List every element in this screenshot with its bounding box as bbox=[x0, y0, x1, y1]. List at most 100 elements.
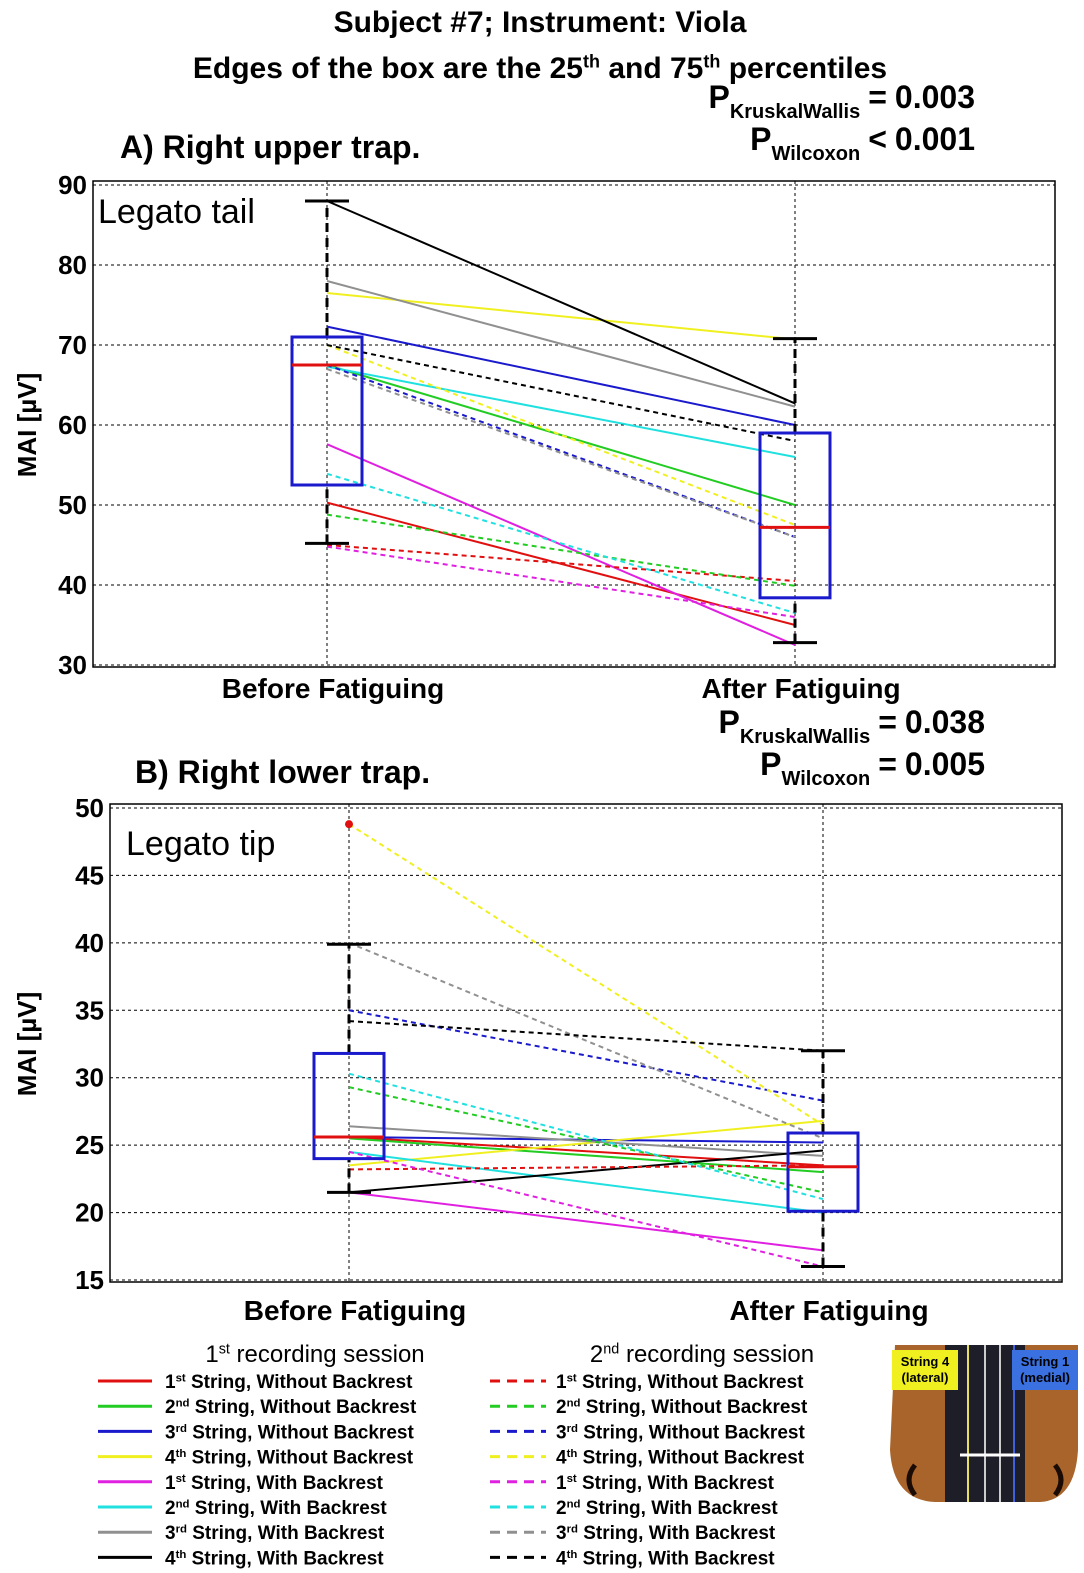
box bbox=[290, 335, 364, 487]
text-part: 4 bbox=[165, 1448, 176, 1469]
subject-line bbox=[348, 1072, 824, 1201]
subject-line bbox=[326, 513, 796, 587]
legend-entry: 1st String, With Backrest bbox=[165, 1473, 384, 1494]
superscript: nd bbox=[176, 1398, 190, 1410]
text-part: 1 bbox=[205, 1341, 218, 1368]
superscript: rd bbox=[567, 1423, 578, 1435]
legend-entry: 3rd String, Without Backrest bbox=[165, 1422, 414, 1443]
y-axis-label: MAI [µV] bbox=[12, 373, 42, 478]
legend-entry: 1st String, Without Backrest bbox=[556, 1372, 804, 1393]
legend-entry: 2nd String, Without Backrest bbox=[165, 1397, 417, 1418]
label-box bbox=[892, 1350, 958, 1390]
legend-entry: 4th String, Without Backrest bbox=[556, 1448, 805, 1469]
subject-line bbox=[348, 1191, 824, 1252]
subject-line bbox=[326, 325, 796, 426]
superscript: st bbox=[219, 1342, 230, 1358]
legend-entry: 4th String, Without Backrest bbox=[165, 1448, 414, 1469]
y-tick-label: 70 bbox=[58, 330, 87, 360]
text-part: String, Without Backrest bbox=[190, 1397, 417, 1418]
subject-line bbox=[348, 823, 824, 1126]
subject-line bbox=[326, 344, 796, 442]
p-subscript: KruskalWallis bbox=[740, 726, 870, 748]
p-symbol: P bbox=[760, 746, 781, 782]
subject-line bbox=[348, 1119, 824, 1167]
y-tick-label: 40 bbox=[75, 928, 104, 958]
y-tick-label: 15 bbox=[75, 1265, 104, 1295]
text-part: 1 bbox=[165, 1473, 176, 1494]
subject-line bbox=[326, 365, 796, 458]
subject-line bbox=[348, 941, 824, 1140]
text-part: String, Without Backrest bbox=[186, 1372, 413, 1393]
p-number: 0.003 bbox=[895, 79, 975, 115]
text-part: recording session bbox=[230, 1341, 425, 1368]
text-part: and 75 bbox=[600, 52, 703, 85]
page-subtitle: Edges of the box are the 25th and 75th p… bbox=[193, 52, 887, 86]
y-axis-label: MAI [µV] bbox=[12, 992, 42, 1097]
legend-entry: 2nd String, Without Backrest bbox=[556, 1397, 808, 1418]
p-value: PWilcoxon = 0.005 bbox=[760, 746, 985, 790]
text-part: 1 bbox=[556, 1473, 567, 1494]
y-tick-label: 60 bbox=[58, 410, 87, 440]
p-relation: < bbox=[868, 121, 887, 157]
legend-entry: 4th String, With Backrest bbox=[556, 1548, 775, 1569]
text-part: 1 bbox=[556, 1372, 567, 1393]
text-part: String, With Backrest bbox=[186, 1548, 384, 1569]
legend-entry: 3rd String, Without Backrest bbox=[556, 1422, 805, 1443]
superscript: nd bbox=[176, 1498, 190, 1510]
text-part: String, With Backrest bbox=[577, 1473, 775, 1494]
plot-frame bbox=[109, 803, 1063, 1283]
p-number: 0.005 bbox=[905, 746, 985, 782]
subject-line bbox=[348, 1125, 824, 1157]
text-part: String, With Backrest bbox=[581, 1498, 779, 1519]
superscript: rd bbox=[176, 1524, 187, 1536]
subject-line bbox=[348, 1136, 824, 1167]
subject-line bbox=[348, 1150, 824, 1214]
p-relation: = bbox=[868, 79, 887, 115]
superscript: th bbox=[176, 1448, 187, 1460]
image-label: String 1 bbox=[1021, 1354, 1069, 1369]
text-part: 3 bbox=[165, 1422, 176, 1443]
annotation: Legato tip bbox=[126, 825, 275, 863]
y-tick-label: 30 bbox=[75, 1063, 104, 1093]
text-part: 2 bbox=[556, 1397, 567, 1418]
superscript: st bbox=[176, 1473, 186, 1485]
subject-line bbox=[348, 1150, 824, 1268]
p-symbol: P bbox=[708, 79, 729, 115]
box bbox=[786, 1131, 860, 1213]
p-value: PKruskalWallis = 0.003 bbox=[708, 79, 975, 123]
y-tick-label: 45 bbox=[75, 860, 104, 890]
superscript: th bbox=[703, 52, 720, 72]
violin-image: String 4 (lateral) String 1 (medial) bbox=[888, 1345, 1080, 1503]
text-part: String, With Backrest bbox=[187, 1523, 385, 1544]
y-tick-label: 80 bbox=[58, 250, 87, 280]
text-part: String, With Backrest bbox=[186, 1473, 384, 1494]
text-part: 2 bbox=[165, 1397, 176, 1418]
superscript: nd bbox=[603, 1342, 619, 1358]
superscript: th bbox=[176, 1549, 187, 1561]
legend-entry: 1st String, With Backrest bbox=[556, 1473, 775, 1494]
x-tick-label: Before Fatiguing bbox=[244, 1295, 466, 1326]
text-part: String, Without Backrest bbox=[577, 1372, 804, 1393]
text-part: 3 bbox=[556, 1422, 567, 1443]
subject-line bbox=[326, 364, 796, 506]
chart-title: A) Right upper trap. bbox=[120, 129, 420, 165]
superscript: rd bbox=[567, 1524, 578, 1536]
text-part: String, Without Backrest bbox=[577, 1448, 804, 1469]
text-part: 1 bbox=[165, 1372, 176, 1393]
legend-title: 2nd recording session bbox=[590, 1341, 814, 1368]
plot-frame bbox=[92, 180, 1056, 668]
image-label: (lateral) bbox=[902, 1370, 949, 1385]
p-symbol: P bbox=[718, 704, 739, 740]
p-relation: = bbox=[878, 746, 897, 782]
subject-line bbox=[326, 472, 796, 614]
subject-line bbox=[348, 1136, 824, 1144]
p-symbol: P bbox=[750, 121, 771, 157]
p-subscript: Wilcoxon bbox=[772, 143, 861, 165]
subject-line bbox=[326, 368, 796, 538]
y-tick-label: 30 bbox=[58, 650, 87, 680]
p-relation: = bbox=[878, 704, 897, 740]
subject-line bbox=[348, 1137, 824, 1174]
x-tick-label: After Fatiguing bbox=[701, 673, 900, 704]
superscript: st bbox=[567, 1372, 577, 1384]
